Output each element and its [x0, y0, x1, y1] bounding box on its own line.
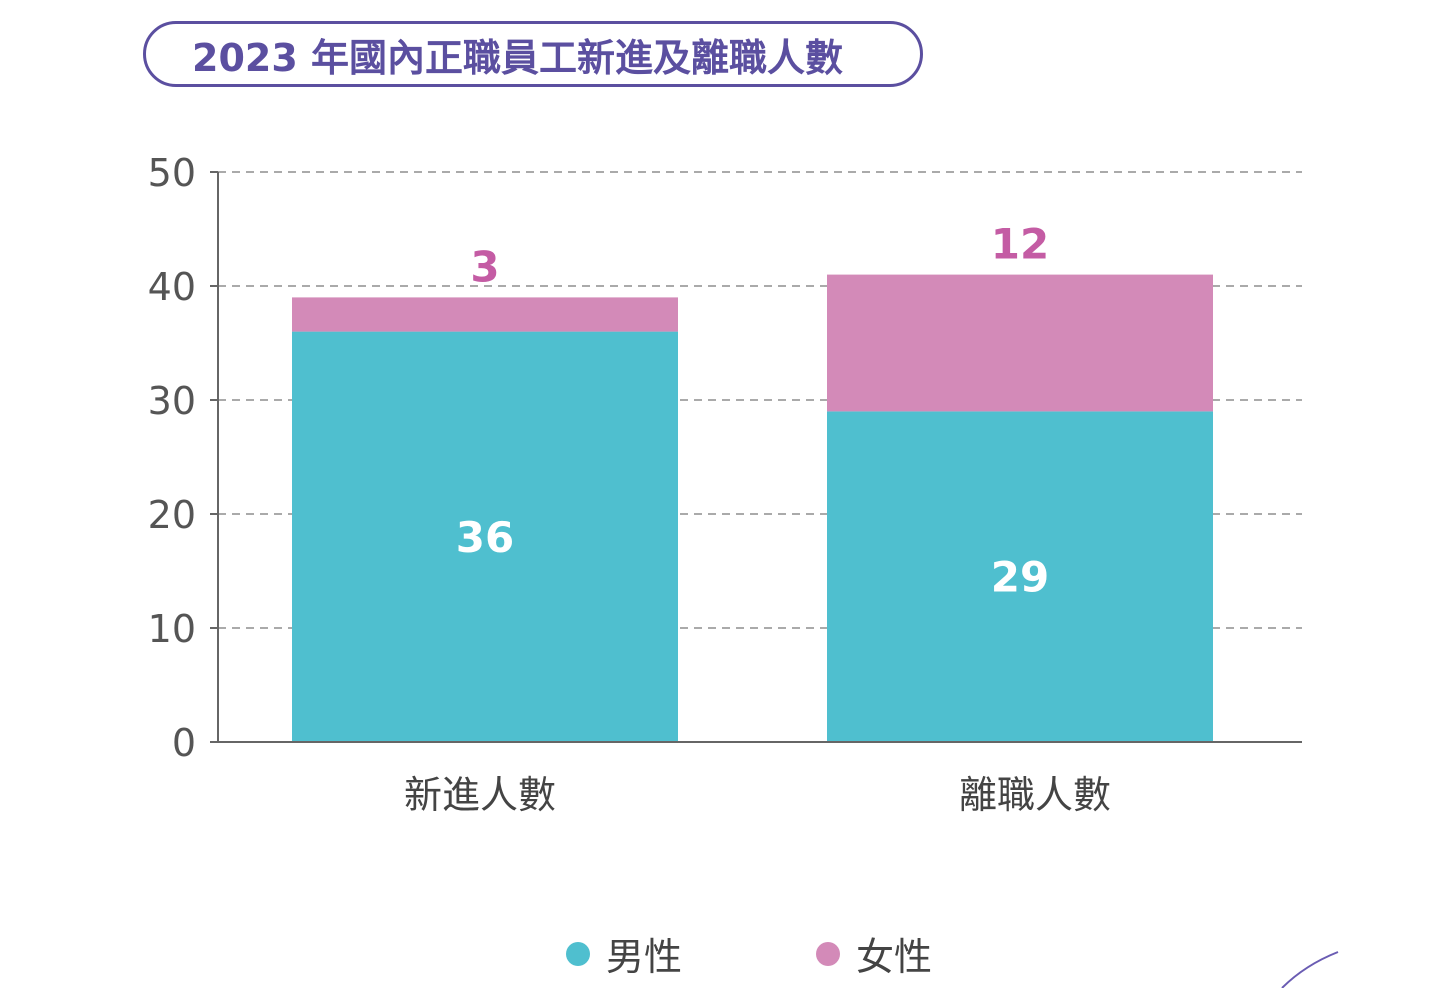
data-label-female-1: 12 — [991, 220, 1049, 269]
legend-label-male: 男性 — [606, 935, 683, 979]
bar-male-1 — [827, 411, 1213, 742]
chart-title: 2023 年國內正職員工新進及離職人數 — [143, 21, 923, 87]
data-label-female-0: 3 — [470, 242, 499, 291]
bar-female-1 — [827, 274, 1213, 412]
legend-label-female: 女性 — [856, 935, 933, 979]
y-tick-label-10: 10 — [148, 607, 196, 651]
data-label-male-0: 36 — [456, 513, 514, 562]
data-label-male-1: 29 — [991, 553, 1049, 602]
y-tick-label-0: 0 — [172, 721, 196, 765]
legend-item-female: 女性 — [816, 926, 932, 981]
legend: 男性 女性 — [0, 926, 1447, 979]
legend-swatch-female — [816, 941, 840, 966]
bar-male-0 — [292, 331, 678, 742]
y-tick-label-40: 40 — [148, 265, 196, 309]
x-tick-label-1: 離職人數 — [959, 773, 1111, 817]
y-tick-label-20: 20 — [148, 493, 196, 537]
legend-swatch-male — [566, 941, 590, 966]
decorative-swoosh — [1281, 951, 1339, 988]
y-tick-label-50: 50 — [148, 151, 196, 195]
y-tick-label-30: 30 — [148, 379, 196, 423]
bar-female-0 — [292, 297, 678, 332]
legend-item-male: 男性 — [566, 926, 682, 981]
x-tick-label-0: 新進人數 — [404, 773, 556, 817]
